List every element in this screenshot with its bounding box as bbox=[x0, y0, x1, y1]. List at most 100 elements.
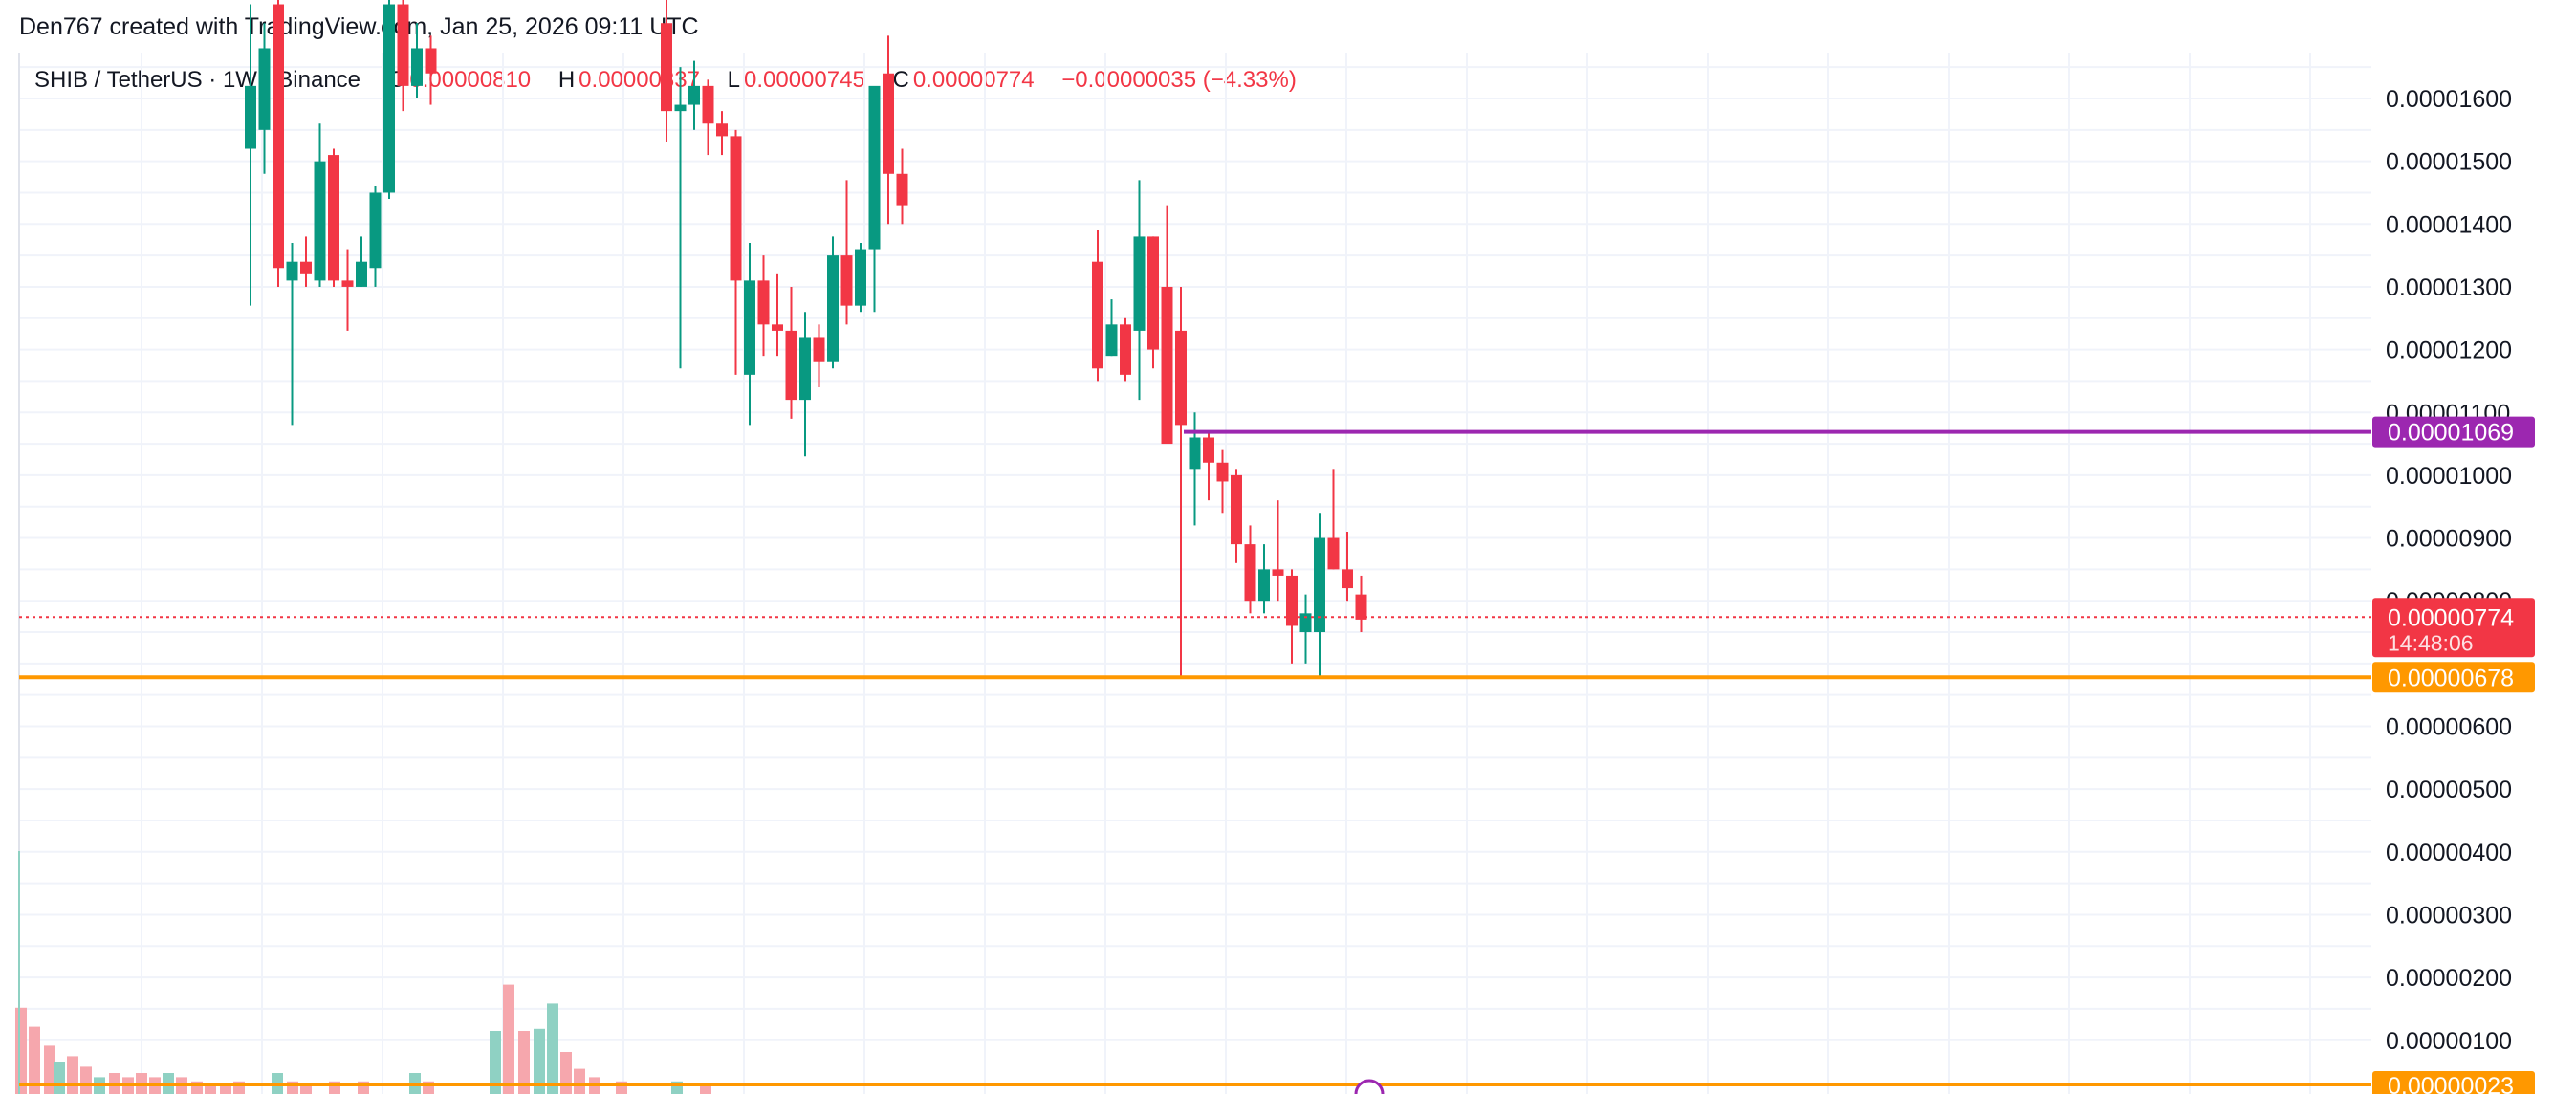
volume-bar bbox=[700, 1083, 711, 1094]
price-axis-tick: 0.00001300 bbox=[2386, 274, 2512, 301]
candle-body[interactable] bbox=[757, 280, 770, 325]
candle-body[interactable] bbox=[896, 173, 908, 206]
price-axis-tick: 0.00001500 bbox=[2386, 149, 2512, 176]
candle-body[interactable] bbox=[855, 249, 866, 306]
symbol-legend: SHIB / TetherUS · 1W · Binance O 0.000008… bbox=[34, 67, 1300, 94]
price-axis-tick: 0.00001600 bbox=[2386, 86, 2512, 113]
price-axis-tick: 0.00000400 bbox=[2386, 840, 2512, 866]
candle-body[interactable] bbox=[744, 280, 755, 375]
price-axis-tick: 0.00000900 bbox=[2386, 526, 2512, 553]
candle-body[interactable] bbox=[1189, 437, 1201, 470]
price-axis-tick: 0.00001000 bbox=[2386, 463, 2512, 490]
volume-bar bbox=[205, 1085, 216, 1094]
candle-body[interactable] bbox=[1147, 236, 1159, 350]
event-marker[interactable] bbox=[1354, 1079, 1385, 1094]
candle-body[interactable] bbox=[369, 192, 382, 269]
candlesticks[interactable] bbox=[245, 0, 1367, 676]
candle-body[interactable] bbox=[799, 337, 811, 401]
event-marker-icon[interactable] bbox=[1354, 1079, 1385, 1094]
candle-body[interactable] bbox=[813, 337, 825, 362]
support-badge bbox=[2372, 662, 2535, 693]
price-axis-tick: 0.00001200 bbox=[2386, 338, 2512, 364]
candle-body[interactable] bbox=[245, 85, 256, 149]
candle-body[interactable] bbox=[1314, 537, 1325, 633]
candle-body[interactable] bbox=[1216, 462, 1229, 482]
candle-body[interactable] bbox=[688, 85, 700, 105]
candle-body[interactable] bbox=[1355, 594, 1367, 620]
candle-body[interactable] bbox=[425, 48, 437, 74]
close-label: C bbox=[892, 67, 909, 93]
candle-body[interactable] bbox=[1231, 474, 1242, 545]
price-axis-badges: 0.00001069 0.00000774 14:48:06 0.0000067… bbox=[2372, 416, 2535, 1094]
grid bbox=[18, 53, 2371, 1094]
candle-body[interactable] bbox=[1092, 261, 1103, 369]
last-price-badge-label: 0.00000774 bbox=[2388, 604, 2514, 631]
price-axis-tick: 0.00001400 bbox=[2386, 211, 2512, 238]
candle-body[interactable] bbox=[1175, 330, 1187, 426]
candle-body[interactable] bbox=[1327, 537, 1340, 570]
volume-bar bbox=[574, 1068, 585, 1094]
volume-bar bbox=[67, 1056, 78, 1094]
candle-body[interactable] bbox=[328, 155, 339, 281]
volume-bar bbox=[560, 1052, 572, 1094]
volume-bar bbox=[220, 1083, 231, 1094]
candle-body[interactable] bbox=[674, 104, 687, 112]
countdown-label: 14:48:06 bbox=[2388, 630, 2474, 655]
candle-body[interactable] bbox=[286, 261, 298, 281]
candle-body[interactable] bbox=[1161, 286, 1173, 445]
low-value: 0.00000745 bbox=[744, 67, 865, 93]
candle-body[interactable] bbox=[1342, 569, 1353, 589]
candle-body[interactable] bbox=[273, 4, 284, 269]
candle-body[interactable] bbox=[1244, 544, 1256, 602]
candle-body[interactable] bbox=[1272, 569, 1284, 576]
candle-body[interactable] bbox=[827, 255, 839, 362]
resistance-badge bbox=[2372, 416, 2535, 448]
candle-body[interactable] bbox=[314, 161, 326, 281]
volume-bar bbox=[44, 1045, 55, 1094]
candle-body[interactable] bbox=[1286, 575, 1298, 626]
volume-bar bbox=[534, 1028, 545, 1094]
volume-bar bbox=[29, 1026, 40, 1094]
change-value: −0.00000035 (−4.33%) bbox=[1061, 67, 1297, 93]
candle-body[interactable] bbox=[772, 324, 783, 331]
support-badge-label: 0.00000678 bbox=[2388, 665, 2514, 691]
candle-body[interactable] bbox=[1299, 613, 1312, 633]
candle-body[interactable] bbox=[1133, 236, 1146, 331]
volume-bar bbox=[547, 1003, 558, 1094]
volume-bar bbox=[518, 1031, 530, 1094]
candle-body[interactable] bbox=[300, 261, 312, 274]
price-axis-tick: 0.00000100 bbox=[2386, 1028, 2512, 1055]
horizontal-lines[interactable] bbox=[19, 429, 2371, 1086]
price-axis-tick: 0.00000300 bbox=[2386, 902, 2512, 929]
candle-body[interactable] bbox=[840, 255, 853, 306]
candle-body[interactable] bbox=[883, 73, 894, 174]
volume-bar bbox=[80, 1066, 92, 1094]
candle-body[interactable] bbox=[341, 280, 354, 287]
candle-body[interactable] bbox=[1258, 569, 1270, 602]
volume-bar bbox=[15, 1007, 27, 1094]
resistance-badge-label: 0.00001069 bbox=[2388, 420, 2514, 447]
candle-body[interactable] bbox=[716, 123, 728, 137]
volume-bar bbox=[503, 984, 514, 1094]
last-price-badge bbox=[2372, 598, 2535, 658]
symbol-name[interactable]: SHIB / TetherUS · 1W · Binance bbox=[34, 67, 361, 93]
candle-body[interactable] bbox=[702, 85, 714, 124]
candle-body[interactable] bbox=[785, 330, 797, 401]
price-axis[interactable]: 0.00001600 0.00001500 0.00001400 0.00001300… bbox=[2386, 86, 2512, 1055]
candle-body[interactable] bbox=[1203, 437, 1214, 463]
candle-body[interactable] bbox=[258, 48, 271, 130]
candle-body[interactable] bbox=[1120, 324, 1131, 375]
volume-bars bbox=[15, 851, 711, 1094]
candle-body[interactable] bbox=[1105, 324, 1118, 357]
candle-body[interactable] bbox=[730, 136, 742, 281]
candle-body[interactable] bbox=[356, 261, 367, 287]
candle-body[interactable] bbox=[397, 4, 409, 86]
candle-body[interactable] bbox=[411, 48, 423, 86]
price-axis-tick: 0.00000200 bbox=[2386, 965, 2512, 992]
candle-body[interactable] bbox=[383, 4, 395, 193]
price-axis-tick: 0.00000600 bbox=[2386, 714, 2512, 741]
candle-body[interactable] bbox=[868, 85, 881, 250]
candle-body[interactable] bbox=[661, 23, 672, 112]
price-axis-tick: 0.00000500 bbox=[2386, 777, 2512, 803]
